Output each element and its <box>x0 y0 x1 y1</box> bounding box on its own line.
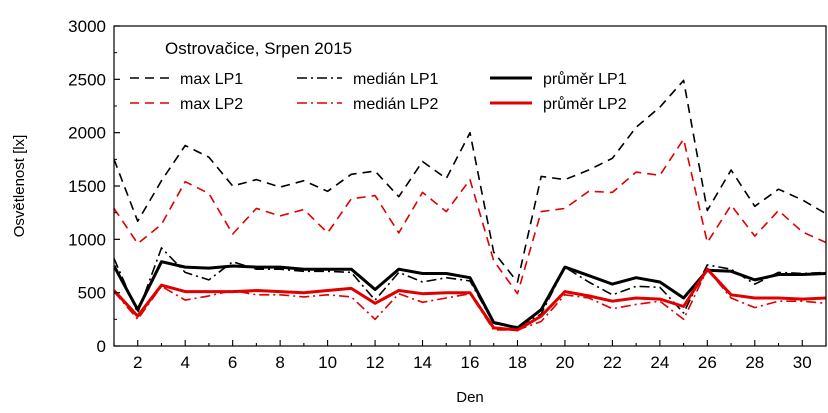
legend-label-2: medián LP1 <box>353 71 438 88</box>
legend-label-6: průměr LP2 <box>543 95 627 113</box>
x-tick-label: 10 <box>318 353 337 372</box>
legend: Ostrovačice, Srpen 2015 max LP1 medián LP… <box>130 39 627 113</box>
series-line-2 <box>114 247 826 328</box>
x-tick-label: 26 <box>698 353 717 372</box>
x-tick-label: 30 <box>793 353 812 372</box>
y-tick-label: 0 <box>97 337 106 356</box>
x-tick-label: 24 <box>650 353 669 372</box>
legend-label-1: max LP1 <box>180 71 243 88</box>
x-tick-label: 22 <box>603 353 622 372</box>
x-tick-label: 6 <box>228 353 237 372</box>
x-tick-label: 2 <box>133 353 142 372</box>
x-tick-label: 16 <box>461 353 480 372</box>
y-tick-label: 2500 <box>68 70 106 89</box>
y-tick-label: 1000 <box>68 230 106 249</box>
y-axis-label: Osvětlenost [lx] <box>11 135 28 238</box>
y-tick-label: 3000 <box>68 17 106 36</box>
y-tick-label: 1500 <box>68 177 106 196</box>
legend-title: Ostrovačice, Srpen 2015 <box>165 39 352 58</box>
legend-label-5: medián LP2 <box>353 96 438 113</box>
legend-label-4: max LP2 <box>180 96 243 113</box>
series-layer <box>114 79 826 332</box>
legend-label-3: průměr LP1 <box>543 70 627 88</box>
x-tick-label: 4 <box>180 353 189 372</box>
x-axis-label: Den <box>456 389 484 406</box>
y-tick-label: 500 <box>78 284 106 303</box>
series-line-6 <box>114 267 826 332</box>
series-line-4 <box>114 138 826 295</box>
x-tick-label: 28 <box>745 353 764 372</box>
x-tick-label: 18 <box>508 353 527 372</box>
series-line-1 <box>114 79 826 283</box>
x-tick-label: 12 <box>366 353 385 372</box>
x-tick-label: 20 <box>555 353 574 372</box>
x-tick-label: 14 <box>413 353 432 372</box>
x-tick-label: 8 <box>275 353 284 372</box>
y-tick-label: 2000 <box>68 124 106 143</box>
